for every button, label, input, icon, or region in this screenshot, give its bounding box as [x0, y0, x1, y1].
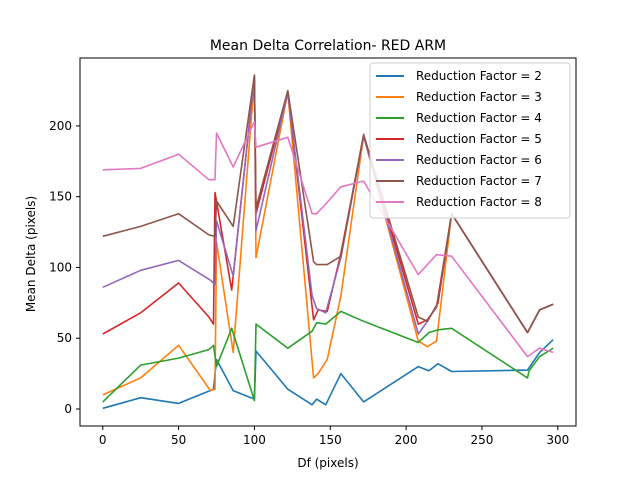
y-axis-label: Mean Delta (pixels): [24, 196, 38, 312]
y-tick-label: 150: [49, 190, 72, 204]
series-line-3: [102, 310, 554, 403]
legend-label: Reduction Factor = 2: [416, 69, 542, 83]
legend-label: Reduction Factor = 7: [416, 174, 542, 188]
legend-box: [369, 62, 571, 219]
series-line-6: [102, 74, 554, 334]
x-tick-label: 250: [471, 433, 494, 447]
y-axis-ticks: 0 50 100 150 200: [49, 119, 80, 416]
x-tick-label: 100: [243, 433, 266, 447]
x-axis-ticks: 0 50 100 150 200 250 300: [99, 426, 569, 447]
x-tick-label: 300: [546, 433, 569, 447]
x-tick-label: 200: [395, 433, 418, 447]
legend-label: Reduction Factor = 4: [416, 111, 542, 125]
y-tick-label: 200: [49, 119, 72, 133]
legend-label: Reduction Factor = 6: [416, 153, 542, 167]
legend-label: Reduction Factor = 3: [416, 90, 542, 104]
x-tick-label: 0: [99, 433, 107, 447]
legend-label: Reduction Factor = 8: [416, 195, 542, 209]
x-tick-label: 50: [171, 433, 186, 447]
y-tick-label: 0: [64, 402, 72, 416]
x-tick-label: 150: [319, 433, 342, 447]
series-line-2: [102, 78, 554, 396]
chart-title: Mean Delta Correlation- RED ARM: [210, 38, 446, 54]
plot-area-frame: [79, 57, 577, 427]
y-tick-label: 50: [57, 331, 72, 345]
series-layer: [102, 74, 554, 410]
legend-label: Reduction Factor = 5: [416, 132, 542, 146]
y-tick-label: 100: [49, 260, 72, 274]
legend: Reduction Factor = 2 Reduction Factor = 3…: [369, 62, 571, 219]
x-axis-label: Df (pixels): [297, 456, 358, 470]
series-line-7: [102, 120, 554, 358]
